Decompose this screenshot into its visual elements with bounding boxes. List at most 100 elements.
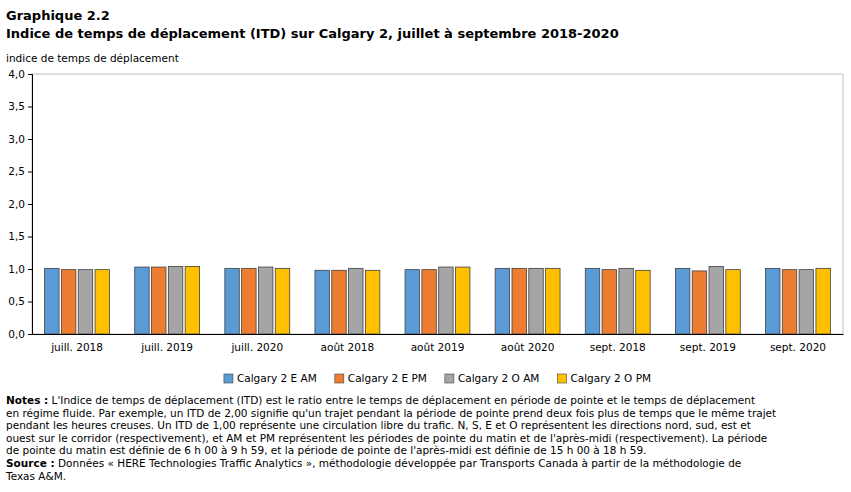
bar — [152, 267, 166, 334]
legend-label: Calgary 2 O AM — [458, 372, 540, 384]
y-tick-mark — [28, 172, 32, 173]
source-label: Source : — [6, 457, 55, 469]
y-axis-line — [28, 75, 33, 335]
legend-item: Calgary 2 E AM — [224, 372, 317, 384]
legend-swatch — [557, 374, 566, 383]
bar — [78, 270, 92, 334]
series — [61, 267, 796, 334]
notes-line: ouest sur le corridor (respectivement), … — [6, 432, 767, 444]
bar — [95, 270, 109, 334]
x-tick: juill. 2018 — [50, 334, 103, 353]
x-tick-label: août 2019 — [411, 341, 465, 353]
bar — [61, 270, 75, 334]
y-tick-mark — [28, 139, 32, 140]
x-tick: sept. 2019 — [680, 334, 736, 353]
legend-swatch — [224, 374, 233, 383]
bar — [258, 267, 272, 334]
bar — [365, 270, 379, 334]
x-tick-label: sept. 2020 — [770, 341, 826, 353]
x-tick-label: sept. 2018 — [590, 341, 646, 353]
x-tick-label: juill. 2019 — [140, 341, 193, 353]
bar — [585, 268, 599, 334]
x-tick-label: août 2018 — [321, 341, 375, 353]
bar — [275, 268, 289, 334]
bar — [799, 270, 813, 334]
bar — [675, 268, 689, 334]
x-tick-label: août 2020 — [501, 341, 555, 353]
bar — [766, 268, 780, 334]
subtitle: Indice de temps de déplacement (ITD) sur… — [6, 26, 619, 41]
bar — [185, 266, 199, 334]
bars — [45, 266, 831, 334]
bar — [602, 270, 616, 334]
bar — [332, 270, 346, 334]
legend: Calgary 2 E AMCalgary 2 E PMCalgary 2 O … — [224, 372, 651, 384]
y-tick: 1,5 — [8, 230, 32, 242]
bar — [782, 270, 796, 334]
source-line: Source : Données « HERE Technologies Tra… — [6, 457, 741, 469]
y-tick-label: 3,0 — [8, 133, 25, 145]
notes-line: en régime fluide. Par exemple, un ITD de… — [6, 407, 776, 419]
bar — [45, 268, 59, 334]
y-tick-mark — [28, 204, 32, 205]
x-tick: sept. 2018 — [590, 334, 646, 353]
x-tick-label: juill. 2018 — [50, 341, 103, 353]
bar — [135, 267, 149, 334]
title: Graphique 2.2 — [6, 8, 110, 23]
legend-swatch — [445, 374, 454, 383]
x-tick: août 2018 — [321, 334, 375, 353]
source: Source : Données « HERE Technologies Tra… — [5, 457, 741, 482]
x-tick: août 2019 — [411, 334, 465, 353]
bar — [816, 268, 830, 334]
y-tick: 3,0 — [8, 133, 32, 145]
y-tick-mark — [28, 302, 32, 303]
y-tick: 2,5 — [8, 165, 32, 177]
y-tick-label: 2,5 — [8, 165, 25, 177]
legend-label: Calgary 2 E AM — [237, 372, 317, 384]
x-tick: juill. 2019 — [140, 334, 193, 353]
y-tick-label: 1,5 — [8, 230, 25, 242]
y-tick: 0,0 — [8, 328, 32, 340]
bar — [636, 270, 650, 334]
x-tick-label: sept. 2019 — [680, 341, 736, 353]
notes-line: de pointe du matin est définie de 6 h 00… — [6, 444, 647, 456]
bar — [619, 268, 633, 334]
series — [78, 266, 813, 334]
y-tick: 3,5 — [8, 100, 32, 112]
legend-item: Calgary 2 O PM — [557, 372, 651, 384]
notes-text: L'Indice de temps de déplacement (ITD) e… — [48, 394, 755, 406]
x-tick: juill. 2020 — [230, 334, 283, 353]
y-tick-label: 4,0 — [8, 68, 25, 80]
x-axis: juill. 2018 juill. 2019 juill. 2020 août 20… — [33, 334, 844, 353]
legend-swatch — [335, 374, 344, 383]
y-axis: 0,0 0,5 1,0 1,5 2,0 2,5 3,0 3,5 4,0 — [8, 68, 32, 340]
bar — [168, 266, 182, 334]
y-tick-label: 2,0 — [8, 198, 25, 210]
bar — [315, 270, 329, 334]
plot-frame — [32, 74, 843, 334]
y-tick: 2,0 — [8, 198, 32, 210]
y-tick: 4,0 — [8, 68, 32, 80]
bar — [242, 268, 256, 334]
bar — [349, 268, 363, 334]
chart: Graphique 2.2 Indice de temps de déplacem… — [0, 0, 851, 492]
notes-label: Notes : — [6, 394, 48, 406]
x-tick: août 2020 — [501, 334, 555, 353]
y-tick-mark — [28, 237, 32, 238]
bar — [529, 268, 543, 334]
bar — [455, 267, 469, 334]
legend-item: Calgary 2 O AM — [445, 372, 540, 384]
y-tick-mark — [28, 334, 32, 335]
y-tick-label: 3,5 — [8, 100, 25, 112]
x-axis-line — [33, 334, 844, 335]
series — [45, 267, 780, 334]
bar — [422, 270, 436, 334]
bar — [692, 271, 706, 334]
source-line: Texas A&M. — [5, 470, 66, 482]
y-tick-label: 1,0 — [8, 263, 25, 275]
x-tick: sept. 2020 — [770, 334, 826, 353]
notes-line: pendant les heures creuses. Un ITD de 1,… — [6, 419, 751, 431]
bar — [225, 268, 239, 334]
bar — [726, 270, 740, 334]
y-tick: 0,5 — [8, 295, 32, 307]
